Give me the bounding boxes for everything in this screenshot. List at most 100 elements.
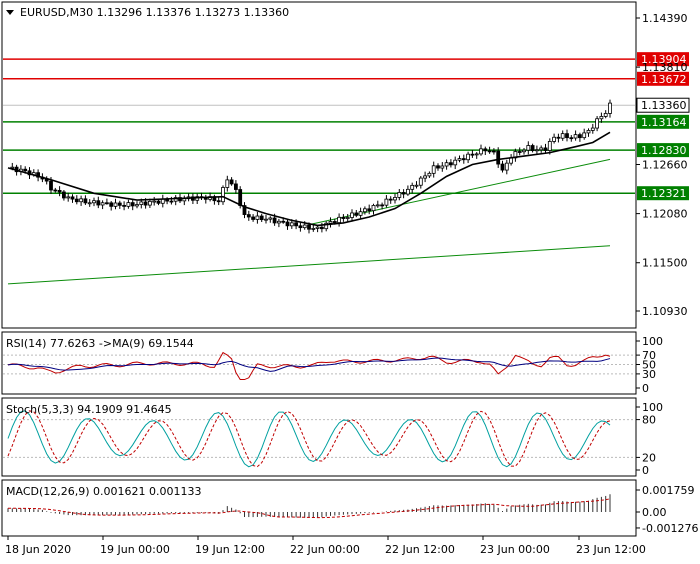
candles	[10, 99, 612, 234]
candle-body	[569, 137, 574, 140]
stoch-signal-line	[7, 410, 611, 468]
stoch-tick-label: 20	[642, 451, 656, 464]
level-tag-label: 1.13672	[641, 73, 687, 86]
candle-body	[552, 136, 556, 142]
candle-body	[87, 202, 92, 205]
candle-body	[608, 102, 612, 114]
level-tag-label: 1.13904	[641, 53, 687, 66]
time-tick-label: 23 Jun 00:00	[480, 543, 550, 556]
candle-body	[152, 200, 157, 203]
level-lines: 1.13904 1.13672 1.13164 1.12830 1.12321 1.133…	[3, 52, 690, 201]
time-tick-label: 22 Jun 00:00	[290, 543, 360, 556]
candle-body	[272, 217, 277, 224]
trend-line	[7, 245, 611, 285]
candle-body	[229, 179, 234, 185]
candle-body	[298, 225, 303, 229]
candle-body	[264, 218, 268, 221]
candle-body	[461, 158, 466, 161]
candle-body	[479, 148, 483, 155]
candle-body	[401, 192, 406, 195]
candle-body	[578, 134, 582, 139]
candle-body	[216, 200, 221, 203]
candle-body	[221, 187, 225, 203]
candle-body	[246, 214, 251, 218]
candle-body	[328, 221, 333, 224]
candle-body	[130, 202, 135, 207]
candle-body	[156, 200, 161, 204]
ma-line	[7, 131, 611, 227]
candle-body	[367, 208, 372, 212]
time-tick-label: 19 Jun 00:00	[100, 543, 170, 556]
candle-body	[311, 228, 316, 230]
price-panel-frame	[1, 1, 637, 329]
triangle-down-icon[interactable]	[6, 10, 14, 15]
candle-body	[504, 162, 509, 171]
candle-body	[74, 198, 79, 203]
current-price-label: 1.13360	[641, 99, 687, 112]
level-tag	[637, 71, 689, 86]
candle-body	[345, 217, 350, 219]
candle-body	[590, 127, 595, 131]
candle-body	[603, 113, 608, 117]
candle-body	[526, 145, 531, 151]
candle-body	[509, 157, 514, 164]
candle-body	[457, 158, 462, 161]
candle-body	[259, 215, 264, 221]
candle-body	[10, 166, 15, 169]
candle-body	[431, 165, 436, 174]
candle-body	[238, 189, 243, 206]
price-tick-label: 1.12660	[642, 159, 688, 172]
stoch-tick-label: 0	[642, 464, 649, 477]
candle-body	[543, 147, 548, 151]
candle-body	[57, 189, 62, 193]
candle-body	[414, 184, 419, 187]
candle-body	[255, 215, 260, 220]
candle-body	[393, 196, 397, 201]
candle-body	[109, 202, 114, 207]
candle-body	[496, 150, 501, 165]
candle-body	[92, 200, 96, 204]
macd-tick-label: -0.001276	[642, 522, 698, 535]
candle-body	[341, 216, 346, 219]
candle-body	[289, 222, 294, 227]
candle-body	[582, 132, 587, 139]
candle-body	[500, 163, 505, 171]
candle-body	[560, 133, 565, 139]
price-axis: 1.14390 1.13810 1.12660 1.12080 1.11500 1.109…	[636, 12, 688, 318]
candle-body	[169, 200, 174, 203]
candle-body	[96, 200, 101, 206]
candle-body	[380, 204, 385, 207]
price-tick-label: 1.14390	[642, 12, 688, 25]
candle-body	[595, 118, 599, 129]
candle-body	[371, 205, 376, 212]
candle-body	[139, 201, 144, 205]
stoch-panel-frame	[1, 397, 637, 477]
rsi-title: RSI(14) 77.6263 ->MA(9) 69.1544	[6, 337, 194, 350]
rsi-line	[7, 351, 611, 381]
stoch-main-line	[7, 410, 611, 468]
candle-body	[487, 150, 492, 153]
candle-body	[599, 116, 604, 120]
candle-body	[105, 202, 109, 205]
candle-body	[539, 147, 544, 151]
candle-body	[440, 165, 445, 169]
price-tick-label: 1.10930	[642, 305, 688, 318]
current-price-tag	[636, 97, 690, 113]
level-tag	[637, 114, 689, 129]
candle-body	[427, 172, 432, 177]
candle-body	[281, 220, 286, 223]
stoch-tick-label: 80	[642, 414, 656, 427]
macd-panel: 0.001759 0.00 -0.001276	[7, 484, 698, 535]
candle-body	[100, 202, 105, 206]
candle-body	[405, 188, 410, 195]
candle-body	[444, 162, 449, 167]
candle-body	[319, 226, 324, 230]
candle-body	[62, 191, 66, 199]
candle-body	[70, 196, 75, 200]
rsi-tick-label: 100	[642, 335, 663, 348]
candle-body	[302, 224, 307, 229]
stoch-tick-label: 100	[642, 401, 663, 414]
